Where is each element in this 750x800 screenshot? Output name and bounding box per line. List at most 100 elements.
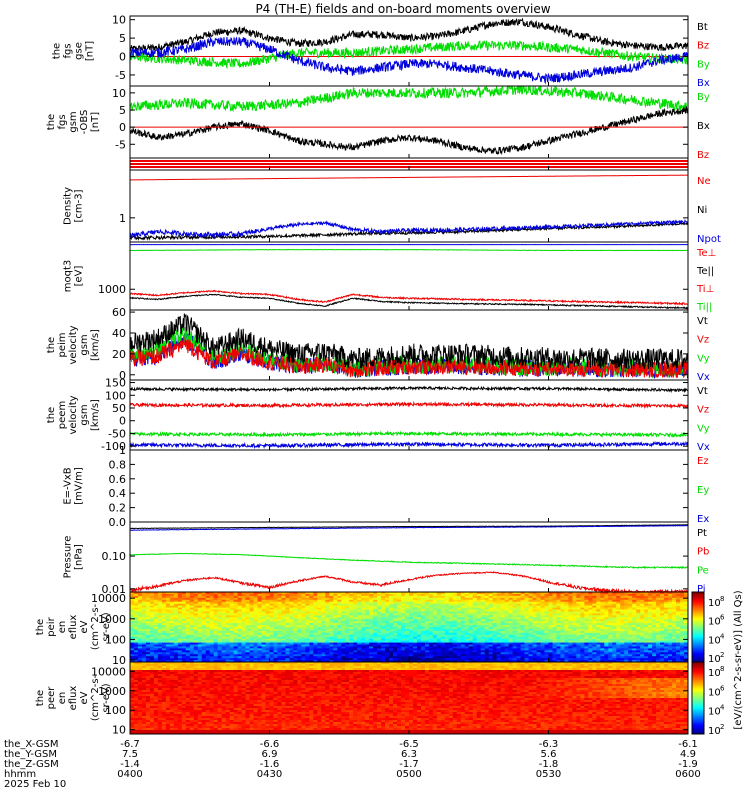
heatmap-cell <box>393 658 398 661</box>
heatmap-cell <box>133 593 139 597</box>
heatmap-cell <box>233 609 239 613</box>
heatmap-cell <box>281 632 287 636</box>
heatmap-cell <box>500 642 506 646</box>
heatmap-cell <box>448 646 454 649</box>
heatmap-cell <box>289 660 295 662</box>
heatmap-cell <box>632 654 637 657</box>
heatmap-cell <box>452 628 458 632</box>
heatmap-cell <box>317 595 322 599</box>
heatmap-cell <box>576 593 581 597</box>
heatmap-cell <box>568 632 574 636</box>
heatmap-cell <box>588 628 593 632</box>
heatmap-cell <box>460 648 466 651</box>
heatmap-cell <box>217 599 223 603</box>
heatmap-cell <box>424 660 430 662</box>
heatmap-cell <box>277 652 283 655</box>
heatmap-cell <box>149 613 155 616</box>
heatmap-cell <box>389 599 394 603</box>
heatmap-cell <box>373 640 378 644</box>
heatmap-cell <box>420 642 426 646</box>
heatmap-cell <box>137 613 143 616</box>
heatmap-cell <box>568 636 574 640</box>
heatmap-cell <box>480 621 486 624</box>
heatmap-cell <box>313 599 318 603</box>
heatmap-cell <box>620 625 625 628</box>
heatmap-cell <box>436 660 442 662</box>
legend-item: Vx <box>697 442 710 453</box>
heatmap-cell <box>636 601 641 605</box>
heatmap-cell <box>544 634 550 638</box>
heatmap-cell <box>313 632 318 636</box>
heatmap-cell <box>416 628 422 632</box>
heatmap-cell <box>349 599 354 603</box>
heatmap-cell <box>185 613 191 616</box>
heatmap-cell <box>245 592 251 595</box>
heatmap-cell <box>436 630 442 634</box>
heatmap-cell <box>484 597 490 601</box>
heatmap-cell <box>365 619 370 622</box>
heatmap-cell <box>508 650 514 653</box>
heatmap-cell <box>652 630 657 634</box>
heatmap-cell <box>149 634 155 638</box>
heatmap-cell <box>381 595 386 599</box>
heatmap-cell <box>377 632 382 636</box>
heatmap-cell <box>620 658 625 661</box>
heatmap-cell <box>572 593 577 597</box>
heatmap-cell <box>353 634 358 638</box>
heatmap-cell <box>596 652 601 655</box>
heatmap-cell <box>213 656 219 659</box>
heatmap-cell <box>317 660 322 662</box>
heatmap-cell <box>401 625 406 628</box>
heatmap-cell <box>277 595 283 599</box>
heatmap-cell <box>253 642 259 646</box>
heatmap-cell <box>213 592 219 595</box>
heatmap-cell <box>189 627 195 630</box>
heatmap-cell <box>381 654 386 657</box>
heatmap-cell <box>512 648 518 651</box>
heatmap-cell <box>145 592 151 595</box>
heatmap-cell <box>524 660 530 662</box>
heatmap-cell <box>572 652 577 655</box>
heatmap-cell <box>532 650 538 653</box>
heatmap-cell <box>488 627 494 630</box>
heatmap-cell <box>393 640 398 644</box>
heatmap-cell <box>420 630 426 634</box>
heatmap-cell <box>628 654 633 657</box>
heatmap-cell <box>412 619 418 622</box>
heatmap-cell <box>592 654 597 657</box>
heatmap-cell <box>409 592 414 595</box>
heatmap-cell <box>488 613 494 616</box>
heatmap-cell <box>393 595 398 599</box>
heatmap-cell <box>560 623 566 626</box>
heatmap-cell <box>305 627 310 630</box>
heatmap-cell <box>432 609 438 613</box>
heatmap-cell <box>424 644 430 648</box>
heatmap-cell <box>301 634 306 638</box>
heatmap-cell <box>269 603 275 607</box>
heatmap-cell <box>317 611 322 614</box>
heatmap-cell <box>520 599 526 603</box>
heatmap-cell <box>460 623 466 626</box>
heatmap-cell <box>476 648 482 651</box>
heatmap-cell <box>253 603 259 607</box>
heatmap-cell <box>165 592 171 595</box>
heatmap-cell <box>225 642 231 646</box>
legend-item: Ni <box>697 205 707 216</box>
heatmap-cell <box>217 621 223 624</box>
heatmap-cell <box>161 593 167 597</box>
heatmap-cell <box>345 611 350 614</box>
legend-item: Bz <box>697 41 709 52</box>
heatmap-cell <box>137 619 143 622</box>
heatmap-cell <box>361 636 366 640</box>
heatmap-cell <box>588 656 593 659</box>
heatmap-cell <box>576 609 581 613</box>
heatmap-cell <box>409 625 414 628</box>
heatmap-cell <box>500 628 506 632</box>
heatmap-cell <box>552 603 558 607</box>
heatmap-cell <box>209 627 215 630</box>
heatmap-cell <box>532 640 538 644</box>
heatmap-cell <box>130 623 135 626</box>
heatmap-cell <box>516 619 522 622</box>
heatmap-cell <box>628 632 633 636</box>
heatmap-cell <box>257 611 263 614</box>
